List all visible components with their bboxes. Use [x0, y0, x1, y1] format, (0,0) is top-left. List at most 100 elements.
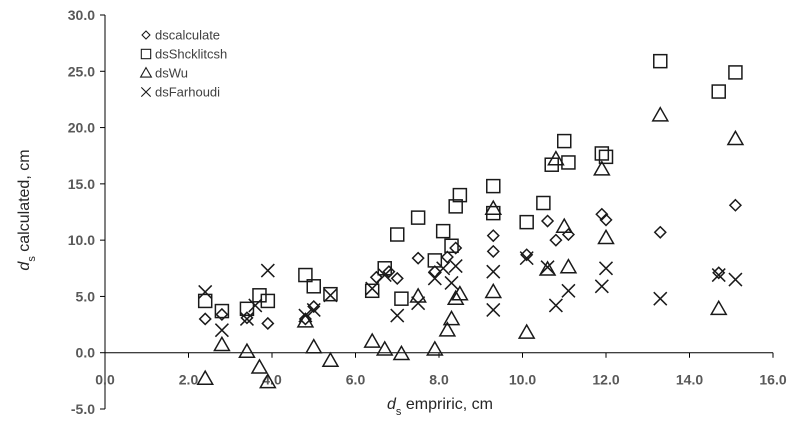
point-dscalculate [540, 214, 555, 228]
point-dsFarhoudi [411, 296, 426, 311]
legend: dscalculate dsShcklitcsh dsWu dsFarhoudi [139, 28, 227, 100]
series-dsWu [196, 106, 745, 389]
legend-item-dscalculate: dscalculate [141, 28, 220, 43]
point-dscalculate [369, 270, 383, 284]
point-dsShcklitcsh [364, 283, 380, 299]
point-dsFarhoudi [198, 284, 213, 299]
point-dscalculate [261, 316, 275, 331]
y-tick-label: -5.0 [71, 401, 95, 417]
point-dsShcklitcsh [214, 303, 230, 319]
point-dsFarhoudi [594, 279, 609, 294]
point-dscalculate [382, 265, 396, 279]
y-axis-title: ds calculated, cm [16, 149, 38, 270]
point-dsShcklitcsh [390, 227, 405, 242]
y-tick-label: 10.0 [68, 232, 95, 248]
point-dscalculate [549, 233, 563, 247]
legend-marker-triangle [139, 66, 153, 78]
point-dsWu [446, 289, 465, 306]
x-tick-label: 12.0 [592, 372, 619, 388]
point-dscalculate [240, 311, 254, 325]
point-dsWu [555, 217, 574, 234]
point-dsWu [259, 372, 277, 389]
point-dsWu [559, 258, 578, 274]
point-dscalculate [599, 213, 613, 227]
x-axis-title-text: empriric, cm [401, 396, 493, 413]
point-dsWu [651, 106, 670, 122]
point-dscalculate [486, 244, 500, 258]
point-dsFarhoudi [239, 311, 254, 326]
point-dsWu [709, 299, 728, 316]
point-dsWu [438, 321, 457, 337]
legend-marker-x [140, 86, 152, 98]
point-dscalculate [653, 225, 667, 239]
point-dsShcklitcsh [410, 210, 426, 225]
point-dsFarhoudi [728, 272, 743, 287]
point-dscalculate [520, 248, 534, 262]
point-dsWu [321, 351, 340, 367]
x-tick-label: 16.0 [759, 372, 786, 388]
point-dsShcklitcsh [444, 238, 459, 254]
series-dsFarhoudi [198, 251, 743, 338]
legend-item-dsShcklitcsh: dsShcklitcsh [140, 47, 227, 62]
point-dsShcklitcsh [519, 214, 534, 230]
point-dsFarhoudi [260, 263, 275, 278]
point-dsFarhoudi [248, 298, 263, 313]
point-dscalculate [307, 299, 321, 314]
point-dsShcklitcsh [728, 65, 743, 80]
point-dsFarhoudi [519, 251, 534, 266]
point-dsFarhoudi [323, 288, 338, 303]
x-axis-title: ds empriric, cm [387, 396, 493, 418]
point-dsWu [484, 282, 503, 299]
axes-layer: 30.025.020.015.010.05.00.0-5.00.0 2.0 4.0 6… [68, 7, 787, 417]
point-dscalculate [486, 229, 500, 243]
point-dsFarhoudi [306, 302, 321, 317]
x-tick-label: 2.0 [179, 372, 199, 388]
point-dsFarhoudi [561, 283, 576, 298]
legend-marker-diamond [141, 30, 151, 40]
x-axis-title-symbol: d [387, 396, 397, 413]
legend-label: dscalculate [155, 28, 220, 43]
point-dscalculate [440, 250, 454, 264]
point-dsShcklitcsh [197, 293, 213, 309]
legend-label: dsShcklitcsh [155, 47, 227, 62]
point-dscalculate [390, 271, 404, 285]
point-dsShcklitcsh [452, 187, 468, 203]
point-dscalculate [712, 266, 726, 280]
point-dsWu [250, 358, 269, 374]
point-dsWu [213, 335, 231, 352]
point-dsWu [426, 340, 444, 356]
legend-marker-square [140, 48, 152, 60]
point-dsWu [597, 228, 615, 245]
point-dscalculate [561, 227, 575, 242]
y-axis-title-symbol: d [16, 261, 33, 271]
y-tick-label: 25.0 [68, 63, 95, 79]
point-dsShcklitcsh [598, 149, 614, 165]
x-axis-title-subscript: s [396, 406, 402, 418]
point-dsWu [238, 342, 256, 358]
y-tick-label: 20.0 [68, 120, 95, 136]
point-dsWu [363, 332, 381, 348]
point-dscalculate [595, 207, 609, 221]
point-dsWu [196, 369, 214, 385]
point-dsFarhoudi [444, 275, 459, 290]
legend-label: dsFarhoudi [155, 85, 220, 100]
marks-layer [196, 53, 745, 389]
point-dsFarhoudi [427, 271, 442, 286]
point-dsShcklitcsh [252, 288, 267, 303]
point-dsWu [593, 160, 611, 176]
x-tick-label: 6.0 [346, 372, 366, 388]
point-dsShcklitcsh [306, 279, 321, 294]
point-dsShcklitcsh [486, 178, 501, 194]
point-dsShcklitcsh [594, 146, 610, 161]
point-dsShcklitcsh [239, 301, 255, 317]
y-axis-title-text: calculated, cm [16, 149, 33, 256]
point-dsWu [392, 344, 411, 361]
point-dsFarhoudi [598, 261, 614, 276]
point-dscalculate [428, 265, 442, 279]
point-dsFarhoudi [214, 323, 229, 338]
point-dsWu [547, 150, 565, 166]
point-dsFarhoudi [448, 259, 463, 274]
legend-item-dsWu: dsWu [139, 66, 188, 81]
x-tick-label: 14.0 [676, 372, 703, 388]
